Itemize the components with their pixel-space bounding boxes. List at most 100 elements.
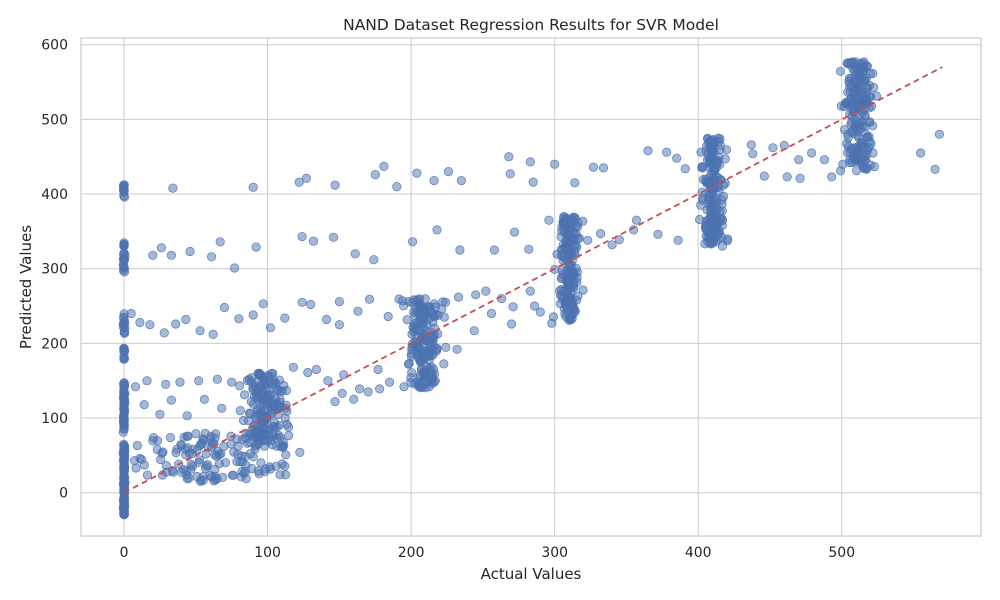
data-point [199,394,209,404]
data-point [196,475,206,485]
data-point [161,460,171,471]
data-point [410,303,420,313]
data-point [248,452,258,462]
data-point [142,376,152,386]
data-point [598,163,609,173]
data-point [328,232,339,242]
data-point [135,317,145,328]
data-point [441,342,451,352]
y-tick-label: 400 [41,187,68,203]
data-point [706,135,717,145]
x-tick-label: 500 [828,545,855,561]
data-point [392,182,402,192]
data-point [759,171,769,181]
data-point [672,153,682,163]
data-point [379,161,389,171]
data-point [713,218,723,228]
data-point [443,167,454,177]
data-point [207,252,217,262]
data-point [155,409,165,419]
data-point [428,364,439,374]
data-point [288,362,298,372]
data-point [565,292,576,303]
data-point [294,177,304,187]
data-point [842,99,852,109]
data-point [274,420,284,430]
data-point [717,206,727,216]
data-point [232,456,242,467]
data-point [251,242,261,252]
data-point [275,470,285,480]
data-point [402,314,412,325]
data-point [350,249,360,259]
data-point [283,422,294,432]
data-point [337,388,347,398]
data-point [252,404,262,414]
data-point [156,243,166,253]
data-point [215,237,225,247]
data-point [557,245,567,256]
data-point [794,155,804,165]
data-point [715,159,725,170]
data-point [439,312,449,322]
data-point [274,375,284,385]
data-point [819,155,830,165]
y-axis-title: Predicted Values [17,225,35,349]
data-point [234,314,244,324]
data-point [455,245,465,255]
data-point [701,141,712,151]
data-point [555,299,566,309]
data-point [768,143,778,153]
data-point [374,384,385,394]
data-point [132,440,142,451]
data-point [567,215,578,225]
data-point [440,297,451,307]
data-point [145,320,155,330]
data-point [118,320,129,330]
data-point [384,377,395,387]
data-point [653,229,663,239]
chart-title: NAND Dataset Regression Results for SVR … [343,16,719,34]
data-point [119,328,130,338]
data-point [916,148,926,158]
data-point [421,311,431,321]
data-point [570,178,580,188]
data-point [406,373,416,383]
data-point [673,235,683,245]
data-point [852,84,862,94]
data-point [185,246,195,257]
data-point [720,154,730,164]
data-point [408,322,418,332]
data-point [399,382,409,392]
data-point [844,79,855,89]
data-point [168,183,178,193]
data-point [564,273,574,283]
data-point [349,394,359,404]
data-point [535,307,545,317]
data-point [486,308,497,319]
data-point [165,432,175,443]
data-point [416,355,426,366]
data-point [806,148,817,158]
data-point [705,156,715,166]
data-point [244,416,254,426]
x-tick-label: 100 [254,545,281,561]
data-point [934,129,945,139]
data-point [256,458,266,468]
data-point [217,403,227,413]
data-point [397,296,408,306]
data-point [196,439,206,449]
data-point [569,229,579,239]
data-point [135,453,145,464]
x-tick-labels: 0 100 200 300 400 500 [120,545,856,561]
data-point [559,211,569,222]
data-point [186,459,196,469]
data-point [506,319,517,329]
data-point [208,329,218,339]
data-point [835,66,846,77]
data-point [235,381,245,391]
data-point [139,460,149,470]
data-point [227,377,237,387]
data-point [407,237,418,247]
